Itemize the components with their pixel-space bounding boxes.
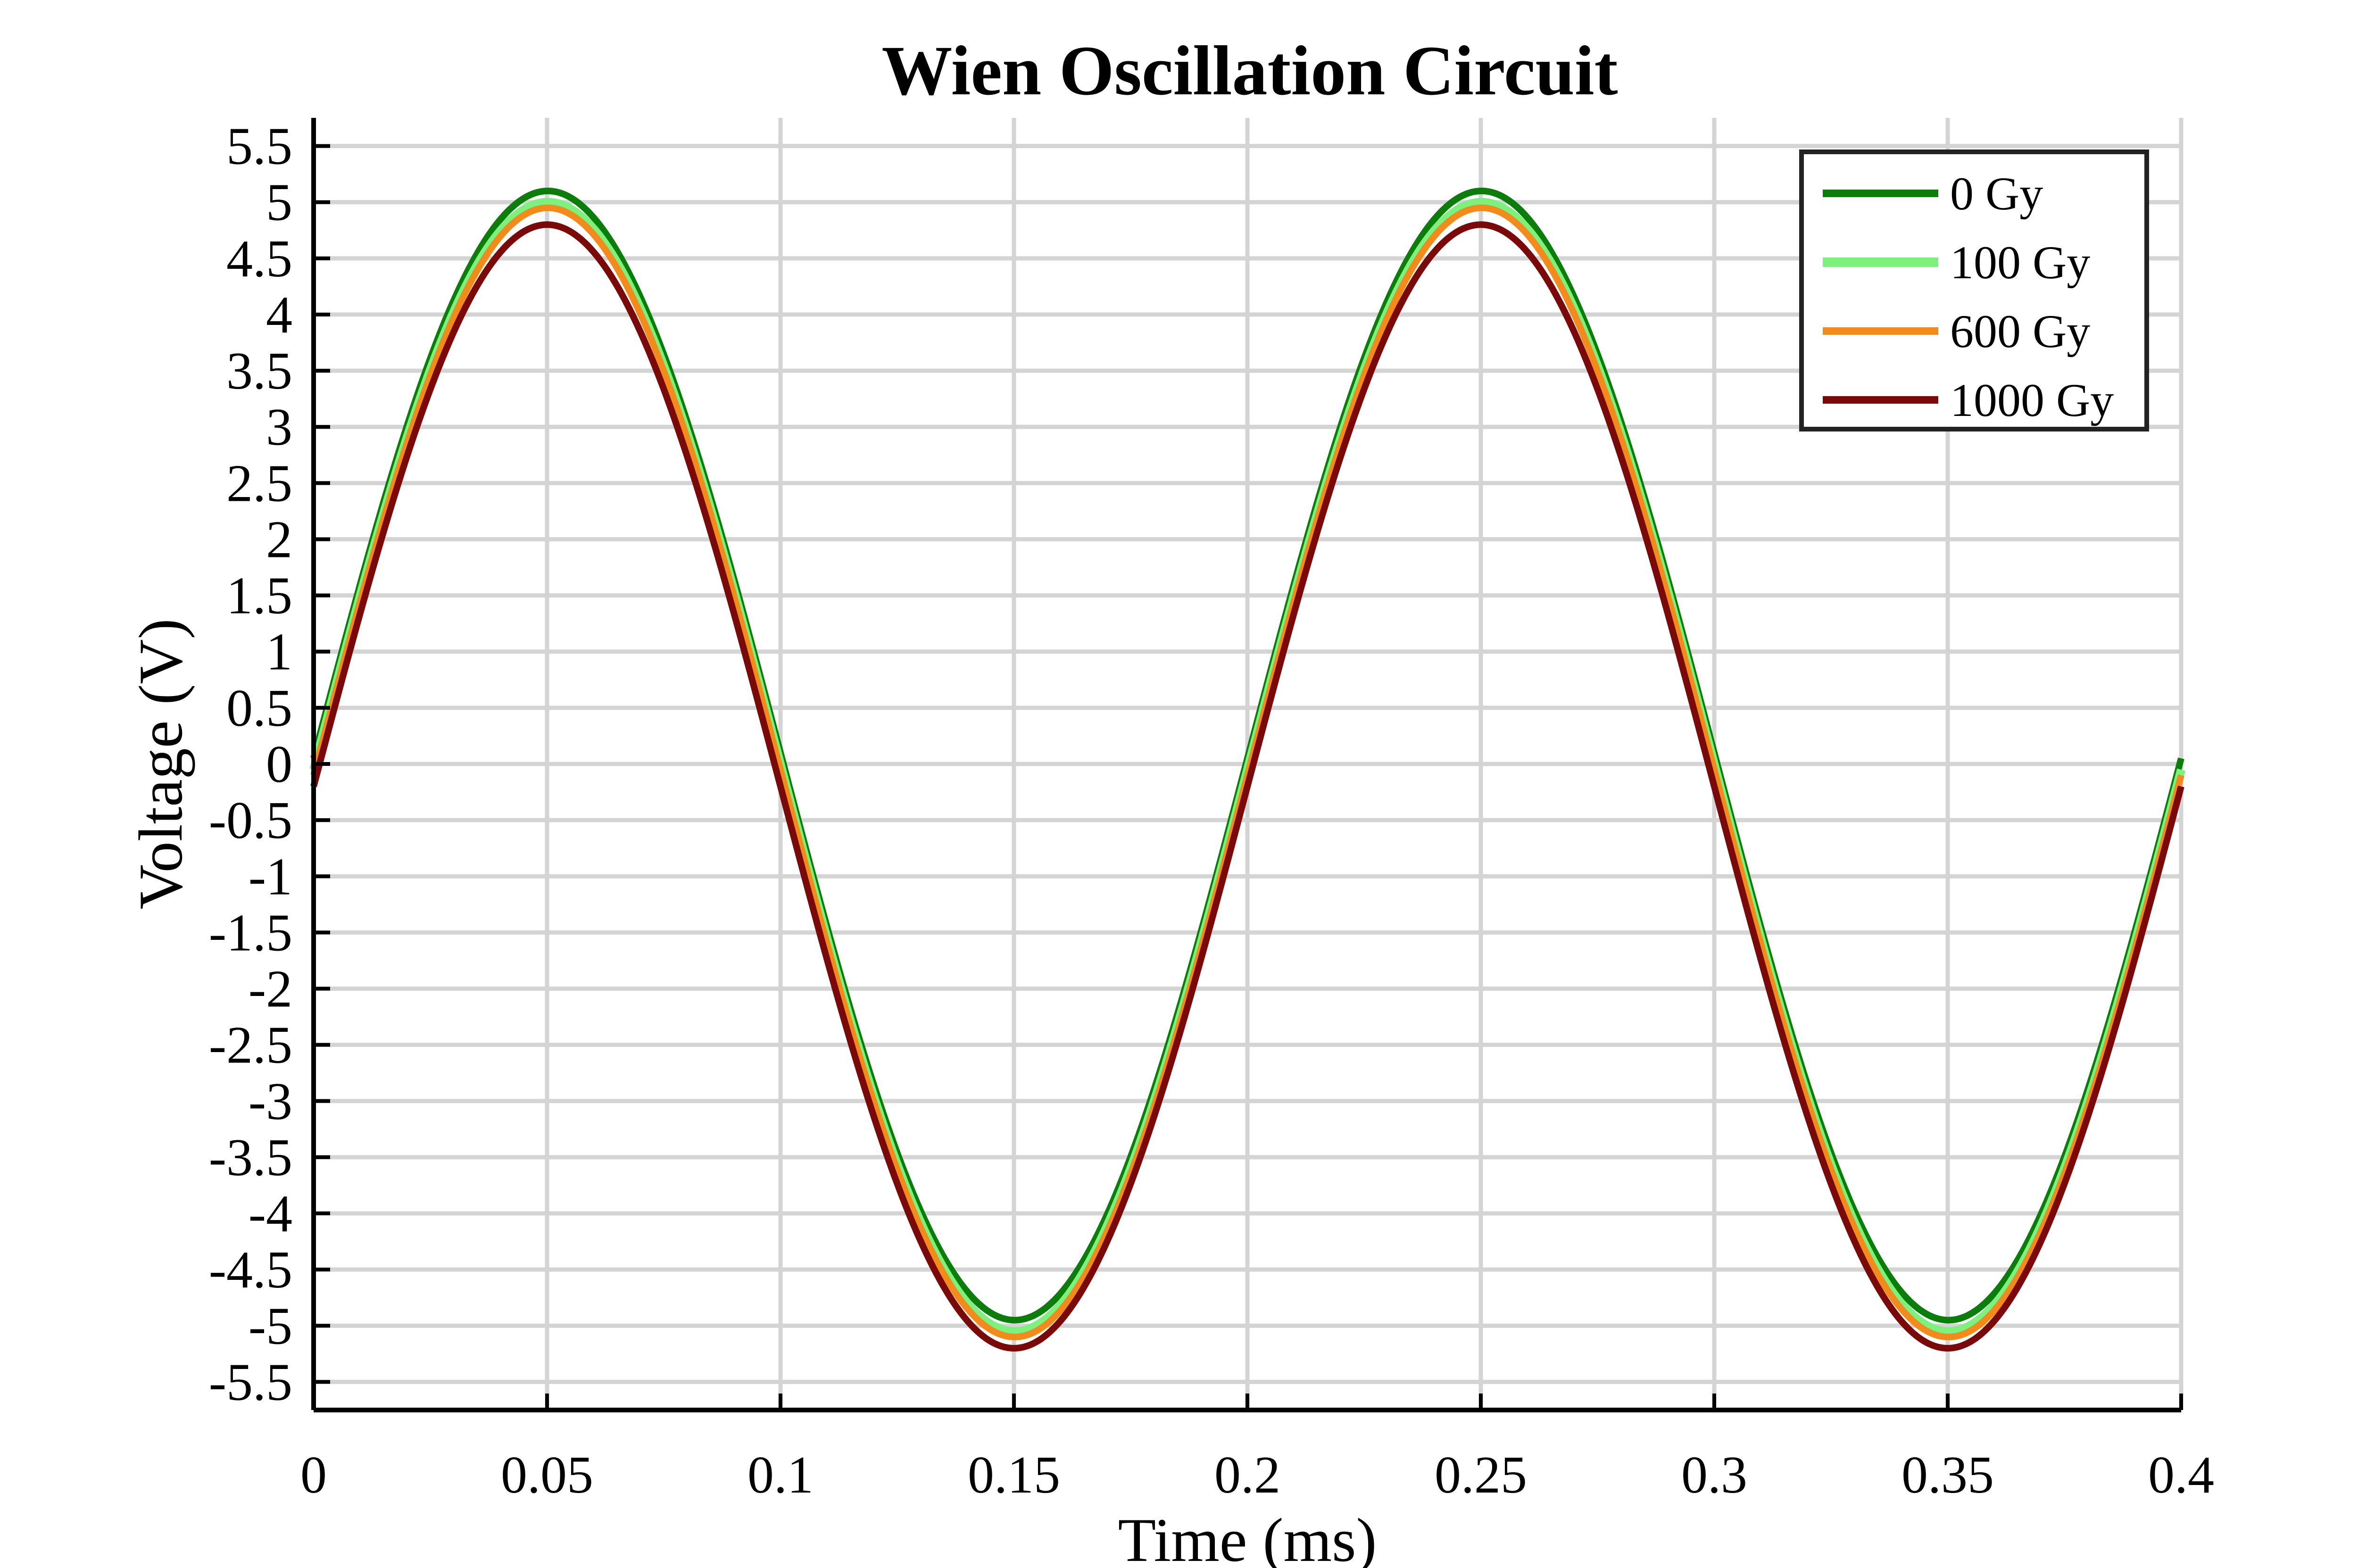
y-tick-label: -4 [249, 1185, 292, 1243]
y-tick-label: -5 [249, 1297, 292, 1355]
y-tick-label: 5.5 [226, 117, 292, 176]
x-axis-title: Time (ms) [1118, 1505, 1377, 1568]
y-tick-label: 3.5 [226, 342, 292, 400]
series-line [310, 221, 2184, 1352]
legend-label: 0 Gy [1950, 167, 2043, 220]
x-tick-label: 0.1 [747, 1446, 814, 1504]
y-tick-label: 2.5 [226, 454, 292, 513]
y-tick-label: -2 [249, 960, 292, 1019]
y-tick-label: -3 [249, 1072, 292, 1131]
series-lines [309, 187, 2185, 1352]
x-tick-label: 0.05 [501, 1446, 593, 1504]
legend-box [1799, 149, 2149, 431]
y-tick-label: 0.5 [226, 679, 292, 738]
y-tick-label: -1 [249, 847, 292, 906]
y-tick-label: -3.5 [209, 1128, 292, 1187]
legend-label: 600 Gy [1950, 305, 2090, 357]
y-tick-label: 3 [266, 398, 292, 456]
y-tick-label: 4 [266, 286, 292, 344]
y-tick-label: 0 [266, 735, 292, 794]
y-tick-label: -0.5 [209, 791, 292, 850]
y-tick-label: 4.5 [226, 230, 292, 288]
x-tick-label: 0.3 [1681, 1446, 1747, 1504]
y-tick-label: -5.5 [209, 1353, 292, 1411]
y-tick-label: -1.5 [209, 904, 292, 962]
legend-label: 100 Gy [1950, 236, 2090, 289]
x-axis-ticks: 0 0.05 0.1 0.15 0.2 0.25 0.3 0.35 0.4 [300, 1394, 2214, 1504]
x-tick-label: 0.2 [1214, 1446, 1280, 1504]
x-tick-label: 0.4 [2148, 1446, 2214, 1504]
y-tick-label: -2.5 [209, 1016, 292, 1075]
y-tick-label: 1.5 [226, 567, 292, 625]
y-axis-ticks: 5.554.543.532.521.510.50-0.5-1-1.5-2-2.5… [209, 117, 330, 1411]
legend-label: 1000 Gy [1950, 374, 2114, 426]
x-tick-label: 0 [300, 1446, 327, 1504]
x-tick-label: 0.15 [968, 1446, 1060, 1504]
chart-title: Wien Oscillation Circuit [881, 32, 1618, 110]
y-axis-title: Voltage (V) [126, 618, 195, 909]
x-tick-label: 0.35 [1901, 1446, 1994, 1504]
legend-items: 0 Gy 100 Gy 600 Gy 1000 Gy [1823, 167, 2114, 426]
y-tick-label: -4.5 [209, 1241, 292, 1299]
legend: 0 Gy 100 Gy 600 Gy 1000 Gy [1799, 149, 2149, 431]
y-tick-label: 1 [266, 623, 292, 681]
y-tick-label: 2 [266, 510, 292, 569]
x-tick-label: 0.25 [1435, 1446, 1527, 1504]
y-tick-label: 5 [266, 174, 292, 232]
